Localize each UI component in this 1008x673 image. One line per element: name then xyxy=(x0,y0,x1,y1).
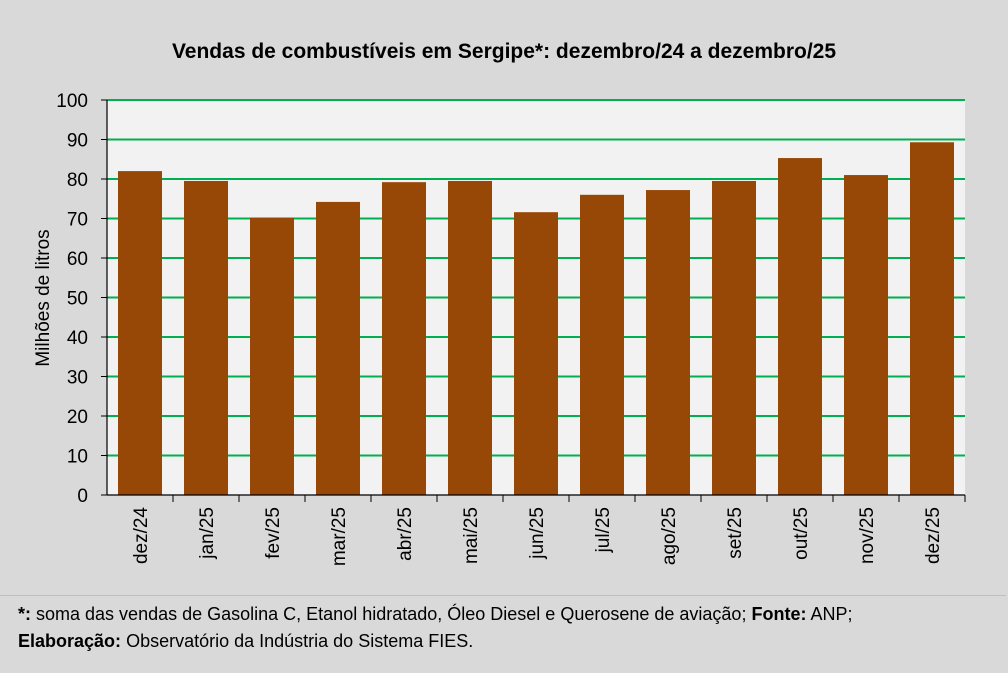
bar xyxy=(448,180,492,495)
x-tick-label: ago/25 xyxy=(659,507,680,565)
bar-chart: 0 10 20 30 40 50 60 70 80 90 100 dez/24 jan/25 fev/25… xyxy=(33,91,966,566)
footnote-elaboration-label: Elaboração: xyxy=(18,631,122,651)
y-tick-label: 50 xyxy=(67,289,88,310)
y-tick-label: 20 xyxy=(67,407,88,428)
chart-frame: Vendas de combustíveis em Sergipe*: deze… xyxy=(0,40,1006,596)
bar xyxy=(844,175,888,496)
bar xyxy=(118,171,162,495)
bar xyxy=(316,201,360,495)
footnote-source-label: Fonte: xyxy=(751,604,807,624)
footnote-asterisk-label: *: xyxy=(18,604,31,624)
y-tick-label: 0 xyxy=(77,486,88,507)
x-tick-label: dez/24 xyxy=(131,507,152,564)
x-tick-label: jan/25 xyxy=(197,507,218,560)
y-tick-label: 40 xyxy=(67,328,88,349)
footnote-line-2: Elaboração: Observatório da Indústria do… xyxy=(18,628,852,655)
bar xyxy=(580,194,624,496)
bar xyxy=(382,182,426,495)
x-tick-label: nov/25 xyxy=(857,507,878,564)
footnote-source: ANP; xyxy=(810,604,853,624)
x-tick-label: out/25 xyxy=(791,507,812,560)
x-tick-label: mar/25 xyxy=(329,507,350,566)
bar xyxy=(184,180,228,495)
x-tick-label: mai/25 xyxy=(461,507,482,564)
x-tick-label: fev/25 xyxy=(263,507,284,559)
y-tick-label: 90 xyxy=(67,131,88,152)
y-tick-label: 60 xyxy=(67,249,88,270)
y-tick-label: 80 xyxy=(67,170,88,191)
footnote-elaboration: Observatório da Indústria do Sistema FIE… xyxy=(126,631,474,651)
bars xyxy=(118,142,954,496)
footnote-description: soma das vendas de Gasolina C, Etanol hi… xyxy=(36,604,747,624)
x-tick-label: dez/25 xyxy=(923,507,944,564)
bar xyxy=(250,217,294,495)
bar xyxy=(778,158,822,495)
bar xyxy=(514,212,558,495)
y-tick-label: 100 xyxy=(56,91,88,112)
x-tick-label: jun/25 xyxy=(527,507,548,560)
bar xyxy=(910,142,954,495)
chart-title: Vendas de combustíveis em Sergipe*: deze… xyxy=(171,40,837,63)
footnote-line-1: *: soma das vendas de Gasolina C, Etanol… xyxy=(18,601,852,628)
x-tick-label: set/25 xyxy=(725,507,746,559)
x-tick-label: jul/25 xyxy=(593,507,614,553)
y-tick-label: 10 xyxy=(67,447,88,468)
x-tick-label: abr/25 xyxy=(395,507,416,561)
footnote: *: soma das vendas de Gasolina C, Etanol… xyxy=(18,601,852,655)
y-tick-label: 30 xyxy=(67,368,88,389)
y-tick-label: 70 xyxy=(67,210,88,231)
bar xyxy=(712,180,756,495)
axes: 0 10 20 30 40 50 60 70 80 90 100 dez/24 jan/25 fev/25… xyxy=(56,91,966,566)
y-axis-title: Milhões de litros xyxy=(33,229,54,366)
bar xyxy=(646,190,690,495)
